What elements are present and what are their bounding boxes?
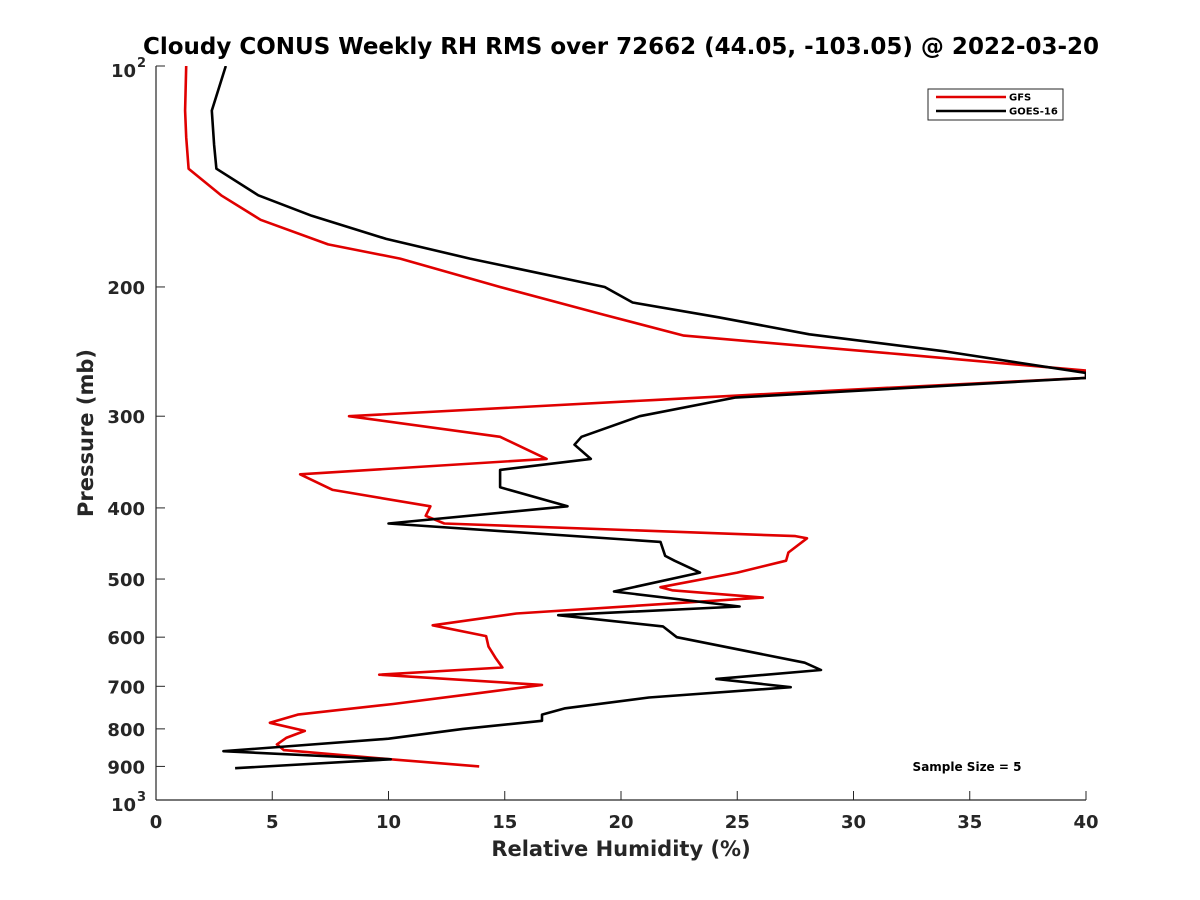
x-tick-label: 20	[608, 812, 633, 833]
legend-box	[927, 88, 1064, 121]
series-line-goes-16	[210, 66, 1086, 770]
x-tick-label: 15	[492, 812, 517, 833]
legend-label: GFS	[1009, 93, 1031, 104]
legend: GFS GOES-16	[927, 88, 1064, 121]
x-tick-label: 0	[150, 812, 163, 833]
chart-title: Cloudy CONUS Weekly RH RMS over 72662 (4…	[143, 34, 1099, 60]
x-tick-label: 30	[841, 812, 866, 833]
series-line-gfs	[183, 66, 1086, 768]
y-tick-label: 800	[107, 720, 145, 741]
y-tick-label: 700	[107, 677, 145, 698]
x-tick-label: 10	[376, 812, 401, 833]
y-tick-label: 200	[107, 278, 145, 299]
y-tick-label-exponent: 3	[137, 790, 146, 805]
plot-lines	[183, 66, 1086, 770]
x-tick-label: 5	[266, 812, 279, 833]
y-tick-label-exponent: 2	[137, 56, 146, 71]
x-tick-label: 35	[957, 812, 982, 833]
legend-label: GOES-16	[1009, 107, 1058, 118]
x-tick-label: 40	[1073, 812, 1098, 833]
y-axis-label: Pressure (mb)	[74, 349, 98, 517]
x-axis-label: Relative Humidity (%)	[491, 837, 750, 861]
y-tick-label: 500	[107, 570, 145, 591]
y-tick-label: 10	[111, 61, 136, 82]
y-tick-label: 10	[111, 795, 136, 816]
x-tick-label: 25	[725, 812, 750, 833]
y-tick-label: 900	[107, 757, 145, 778]
y-tick-label: 400	[107, 499, 145, 520]
y-tick-label: 600	[107, 628, 145, 649]
sample-size-annotation: Sample Size = 5	[913, 760, 1022, 774]
y-tick-label: 300	[107, 407, 145, 428]
